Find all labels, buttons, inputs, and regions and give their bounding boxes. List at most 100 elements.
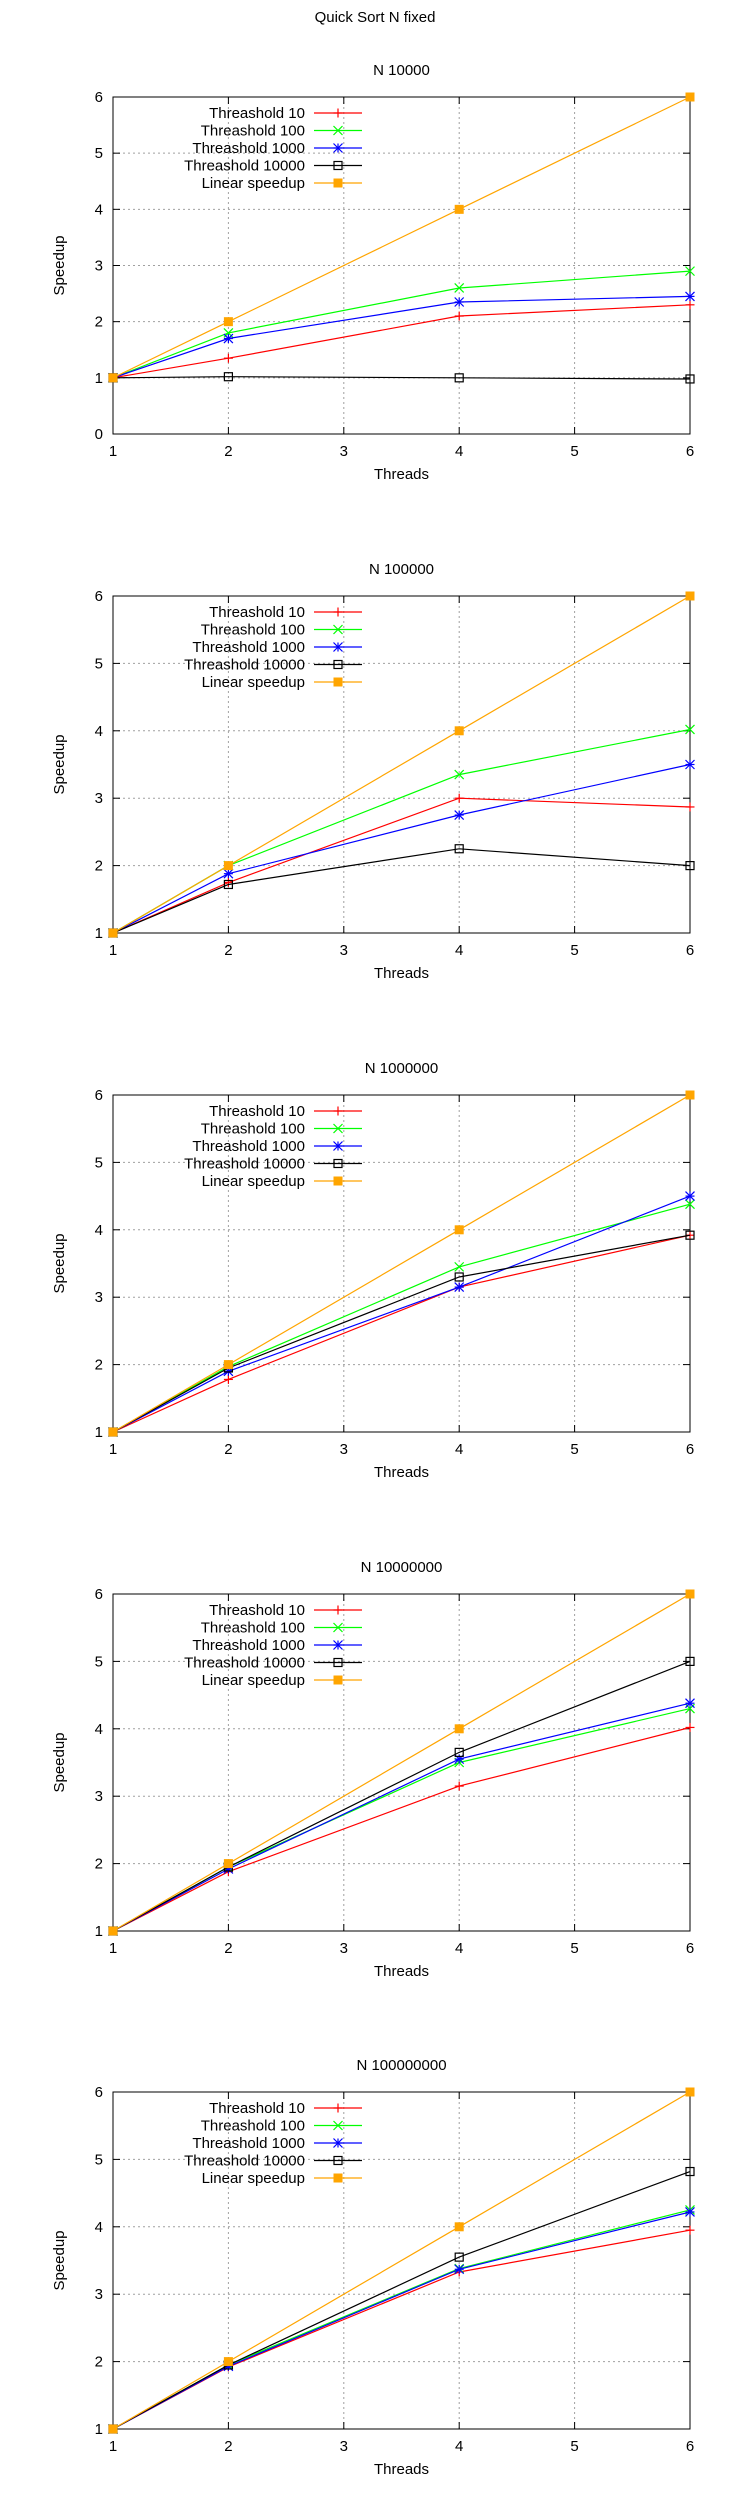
data-point bbox=[223, 868, 234, 879]
y-axis-label: Speedup bbox=[51, 235, 68, 295]
series-line-3 bbox=[112, 295, 691, 379]
data-point bbox=[454, 373, 464, 383]
x-tick-label: 4 bbox=[455, 1441, 463, 1458]
y-tick-label: 6 bbox=[95, 89, 103, 106]
x-tick-label: 1 bbox=[109, 1441, 117, 1458]
x-tick-label: 5 bbox=[570, 942, 578, 959]
legend-marker bbox=[333, 108, 343, 118]
y-tick-label: 4 bbox=[95, 201, 103, 218]
legend-label: Linear speedup bbox=[202, 2170, 305, 2187]
data-point bbox=[685, 802, 695, 812]
x-tick-label: 5 bbox=[570, 443, 578, 460]
data-point bbox=[685, 266, 695, 277]
series-line-5 bbox=[112, 1593, 691, 1932]
x-tick-label: 2 bbox=[224, 2438, 232, 2455]
x-tick-label: 2 bbox=[224, 1441, 232, 1458]
data-point bbox=[454, 810, 465, 820]
series-line-3 bbox=[112, 1702, 691, 1932]
series-line-1 bbox=[112, 1234, 691, 1433]
series-line-4 bbox=[112, 848, 691, 934]
data-point bbox=[685, 1698, 695, 1709]
series-line-5 bbox=[112, 1094, 691, 1433]
legend-label: Threashold 100 bbox=[201, 123, 305, 140]
chart-title: N 10000 bbox=[373, 62, 430, 79]
legend-label: Threashold 10000 bbox=[184, 657, 305, 674]
data-point bbox=[223, 317, 233, 327]
x-tick-label: 3 bbox=[340, 2438, 348, 2455]
y-axis-label: Speedup bbox=[51, 734, 68, 794]
legend-label: Threashold 10000 bbox=[184, 158, 305, 175]
y-tick-label: 5 bbox=[95, 2151, 103, 2168]
series-line-1 bbox=[112, 304, 691, 379]
data-point bbox=[454, 1261, 465, 1272]
series-line-2 bbox=[112, 1708, 691, 1932]
data-point bbox=[454, 2264, 465, 2275]
legend-marker bbox=[333, 624, 343, 635]
data-point bbox=[454, 2222, 464, 2232]
data-point bbox=[685, 1199, 695, 1210]
x-tick-label: 3 bbox=[340, 1441, 348, 1458]
y-axis-label: Speedup bbox=[51, 1233, 68, 1293]
series-line-4 bbox=[112, 2170, 691, 2430]
data-point bbox=[454, 1282, 465, 1293]
legend-label: Linear speedup bbox=[202, 1173, 305, 1190]
y-axis-label: Speedup bbox=[51, 2230, 68, 2290]
series-line-4 bbox=[112, 1660, 691, 1932]
data-point bbox=[454, 1272, 464, 1282]
y-tick-label: 4 bbox=[95, 1222, 103, 1239]
data-point bbox=[685, 2207, 695, 2217]
x-tick-label: 5 bbox=[570, 1441, 578, 1458]
figure-title: Quick Sort N fixed bbox=[315, 9, 436, 26]
legend-marker bbox=[333, 1106, 343, 1116]
data-point bbox=[108, 373, 118, 383]
legend-marker bbox=[333, 2173, 343, 2183]
legend-label: Threashold 100 bbox=[201, 1121, 305, 1138]
y-tick-label: 4 bbox=[95, 1721, 103, 1738]
y-tick-label: 4 bbox=[95, 2219, 103, 2236]
series-line-1 bbox=[112, 797, 691, 934]
series-line-2 bbox=[112, 270, 691, 379]
y-tick-label: 3 bbox=[95, 790, 103, 807]
legend-label: Threashold 10 bbox=[209, 1602, 305, 1619]
x-tick-label: 3 bbox=[340, 1940, 348, 1957]
data-point bbox=[223, 372, 233, 382]
series-line-2 bbox=[112, 728, 691, 934]
x-tick-label: 4 bbox=[455, 1940, 463, 1957]
chart-4: N 10000000 1 2 3 4 5 6 1 2 3 4 5 6 Threads Speedup Thre… bbox=[51, 1559, 695, 1980]
legend-marker bbox=[333, 677, 343, 687]
legend-marker bbox=[333, 607, 343, 617]
y-axis-label: Speedup bbox=[51, 1732, 68, 1792]
series-line-1 bbox=[112, 1726, 691, 1932]
x-tick-label: 4 bbox=[455, 443, 463, 460]
data-point bbox=[223, 333, 234, 344]
x-tick-label: 3 bbox=[340, 443, 348, 460]
y-tick-label: 6 bbox=[95, 588, 103, 605]
legend-marker bbox=[333, 1657, 343, 1668]
series-line-4 bbox=[112, 376, 691, 380]
data-point bbox=[454, 297, 465, 307]
y-tick-label: 2 bbox=[95, 314, 103, 331]
data-point bbox=[454, 1724, 464, 1734]
legend-marker bbox=[333, 1141, 343, 1151]
legend-marker bbox=[333, 1675, 343, 1685]
data-point bbox=[454, 793, 464, 803]
legend-marker bbox=[333, 2138, 343, 2148]
legend-label: Linear speedup bbox=[202, 674, 305, 691]
x-tick-label: 1 bbox=[109, 1940, 117, 1957]
data-point bbox=[685, 1191, 695, 1202]
legend-label: Threashold 1000 bbox=[192, 639, 305, 656]
legend-label: Threashold 10 bbox=[209, 2100, 305, 2117]
legend-marker bbox=[333, 642, 343, 652]
data-point bbox=[685, 759, 695, 770]
x-axis-label: Threads bbox=[374, 1963, 429, 1980]
y-tick-label: 6 bbox=[95, 1586, 103, 1603]
data-point bbox=[223, 2357, 233, 2367]
x-axis-label: Threads bbox=[374, 1464, 429, 1481]
y-tick-label: 1 bbox=[95, 1923, 103, 1940]
y-tick-label: 1 bbox=[95, 370, 103, 387]
y-tick-label: 5 bbox=[95, 1653, 103, 1670]
data-point bbox=[685, 2087, 695, 2097]
legend-marker bbox=[333, 2120, 343, 2131]
